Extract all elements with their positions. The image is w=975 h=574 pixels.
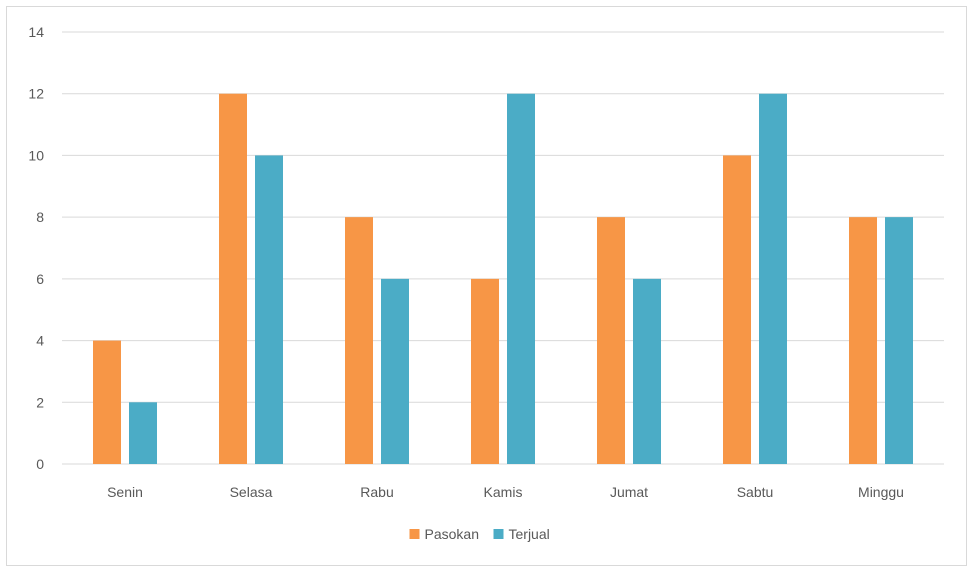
x-tick-label: Kamis [484,484,523,500]
bar-terjual-senin [129,402,157,464]
legend: Pasokan Terjual [409,526,550,542]
x-tick-label: Rabu [360,484,393,500]
bar-chart: 0 2 4 6 8 10 12 14 Senin Selasa Rabu Kamis Jumat Sab… [28,24,944,542]
bar-pasokan-kamis [471,278,499,464]
x-tick-label: Jumat [610,484,648,500]
legend-label-pasokan: Pasokan [425,526,479,542]
x-axis-ticks: Senin Selasa Rabu Kamis Jumat Sabtu Minggu [107,484,904,500]
x-tick-label: Selasa [230,484,273,500]
y-tick-label: 10 [28,147,44,163]
x-tick-label: Minggu [858,484,904,500]
legend-label-terjual: Terjual [509,526,550,542]
bar-terjual-rabu [381,278,409,464]
bar-terjual-sabtu [759,93,787,464]
chart-frame: 0 2 4 6 8 10 12 14 Senin Selasa Rabu Kamis Jumat Sab… [6,6,967,566]
x-tick-label: Senin [107,484,143,500]
bar-terjual-minggu [885,217,913,464]
y-tick-label: 4 [36,333,44,349]
bar-terjual-jumat [633,278,661,464]
legend-swatch-terjual [493,529,504,539]
y-tick-label: 2 [36,394,44,410]
y-axis-ticks: 0 2 4 6 8 10 12 14 [28,24,44,472]
y-tick-label: 0 [36,456,44,472]
bar-terjual-selasa [255,155,283,464]
legend-swatch-pasokan [409,529,420,539]
bar-pasokan-rabu [345,217,373,464]
gridlines [62,31,944,465]
bar-terjual-kamis [507,93,535,464]
bar-pasokan-minggu [849,217,877,464]
bars [93,93,913,464]
x-tick-label: Sabtu [737,484,774,500]
bar-pasokan-sabtu [723,155,751,464]
y-tick-label: 8 [36,209,44,225]
y-tick-label: 14 [28,24,44,40]
bar-pasokan-selasa [219,93,247,464]
bar-pasokan-jumat [597,217,625,464]
y-tick-label: 12 [28,86,44,102]
y-tick-label: 6 [36,271,44,287]
bar-pasokan-senin [93,340,121,464]
